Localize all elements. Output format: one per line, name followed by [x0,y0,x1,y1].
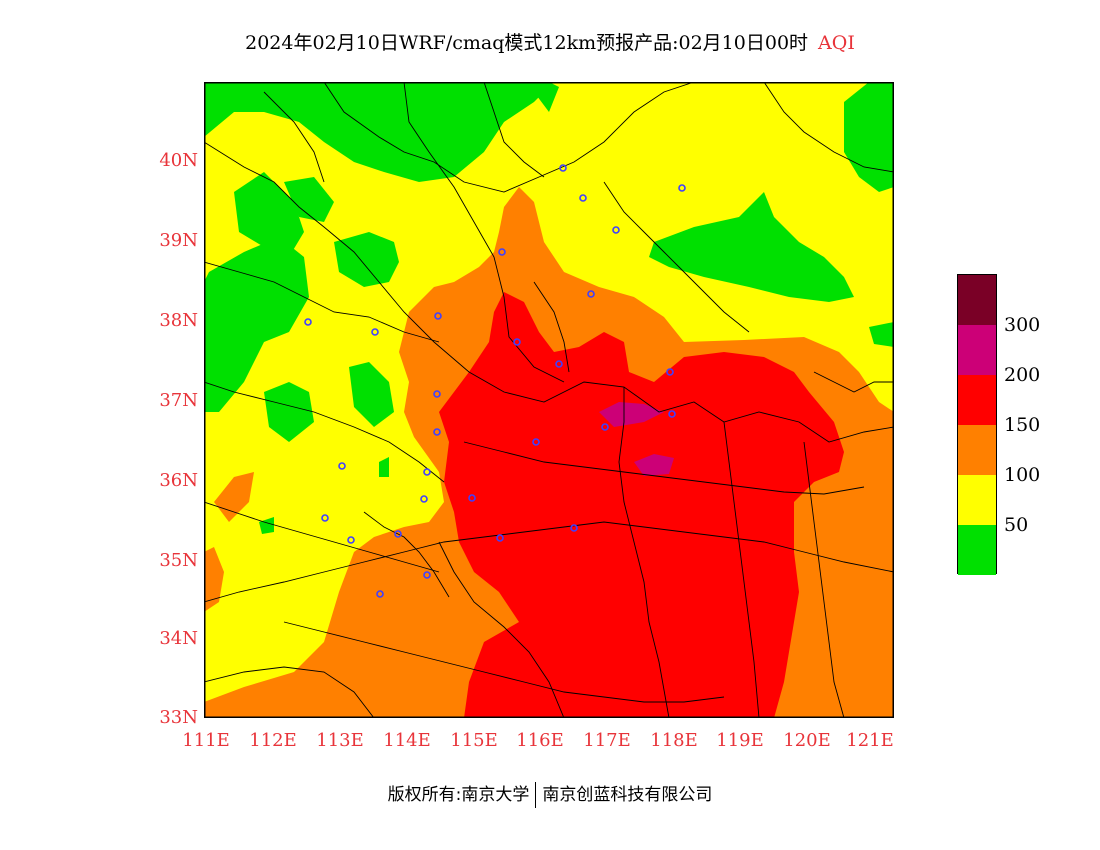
aqi-zone-red [439,292,844,718]
city-marker [570,524,578,532]
city-marker [666,368,674,376]
city-marker [468,494,476,502]
aqi-zone-magenta [599,402,674,476]
lon-label-121: 121E [846,730,894,751]
city-marker [338,462,346,470]
city-marker [559,164,567,172]
legend-swatch-0-50 [958,525,996,575]
lon-label-118: 118E [650,730,698,751]
legend-swatch-150-200 [958,375,996,425]
title-variable: AQI [818,32,855,54]
city-marker [371,328,379,336]
lon-label-117: 117E [583,730,631,751]
legend-swatch-50-100 [958,475,996,525]
lat-label-33: 33N [159,707,198,728]
aqi-zone-green [204,82,894,534]
legend-label-100: 100 [1004,464,1041,486]
city-marker [433,390,441,398]
lon-label-120: 120E [783,730,831,751]
city-marker [321,514,329,522]
city-marker [498,248,506,256]
legend-label-200: 200 [1004,364,1041,386]
copyright-left: 版权所有:南京大学 [387,785,530,805]
city-marker [587,290,595,298]
city-marker [496,534,504,542]
map-frame [204,82,894,718]
city-markers [304,164,686,598]
city-marker [394,530,402,538]
legend-swatch-above-300 [958,275,996,325]
city-marker [420,495,428,503]
lon-label-119: 119E [716,730,764,751]
city-marker [434,312,442,320]
footer-separator [535,782,537,808]
city-marker [612,226,620,234]
city-marker [678,184,686,192]
city-marker [423,571,431,579]
lat-label-37: 37N [159,390,198,411]
city-marker [423,468,431,476]
copyright-right: 南京创蓝科技有限公司 [542,785,713,805]
legend-label-150: 150 [1004,414,1041,436]
legend-label-300: 300 [1004,314,1041,336]
aqi-map [204,82,894,718]
lat-label-36: 36N [159,470,198,491]
aqi-zone-orange-west [204,547,224,612]
city-marker [304,318,312,326]
city-marker [668,410,676,418]
aqi-zone-orange-west2 [214,472,254,522]
city-marker [513,338,521,346]
title-text: 2024年02月10日WRF/cmaq模式12km预报产品:02月10日00时 [245,32,809,54]
admin-boundaries [204,82,894,718]
legend-swatch-100-150 [958,425,996,475]
legend-swatch-200-300 [958,325,996,375]
city-marker [347,536,355,544]
copyright-footer: 版权所有:南京大学 南京创蓝科技有限公司 [0,780,1100,808]
city-marker [433,428,441,436]
city-marker [376,590,384,598]
lat-label-34: 34N [159,628,198,649]
lat-label-39: 39N [159,230,198,251]
lat-label-35: 35N [159,550,198,571]
legend-label-50: 50 [1004,514,1029,536]
map-title: 2024年02月10日WRF/cmaq模式12km预报产品:02月10日00时 A… [0,28,1100,55]
aqi-legend [957,274,997,575]
city-marker [532,438,540,446]
lat-label-40: 40N [159,150,198,171]
lon-label-112: 112E [249,730,297,751]
lon-label-115: 115E [450,730,498,751]
lon-label-111: 111E [182,730,230,751]
lon-label-114: 114E [383,730,431,751]
city-marker [555,360,563,368]
lat-label-38: 38N [159,310,198,331]
lon-label-113: 113E [316,730,364,751]
city-marker [579,194,587,202]
city-marker [601,423,609,431]
lon-label-116: 116E [516,730,564,751]
